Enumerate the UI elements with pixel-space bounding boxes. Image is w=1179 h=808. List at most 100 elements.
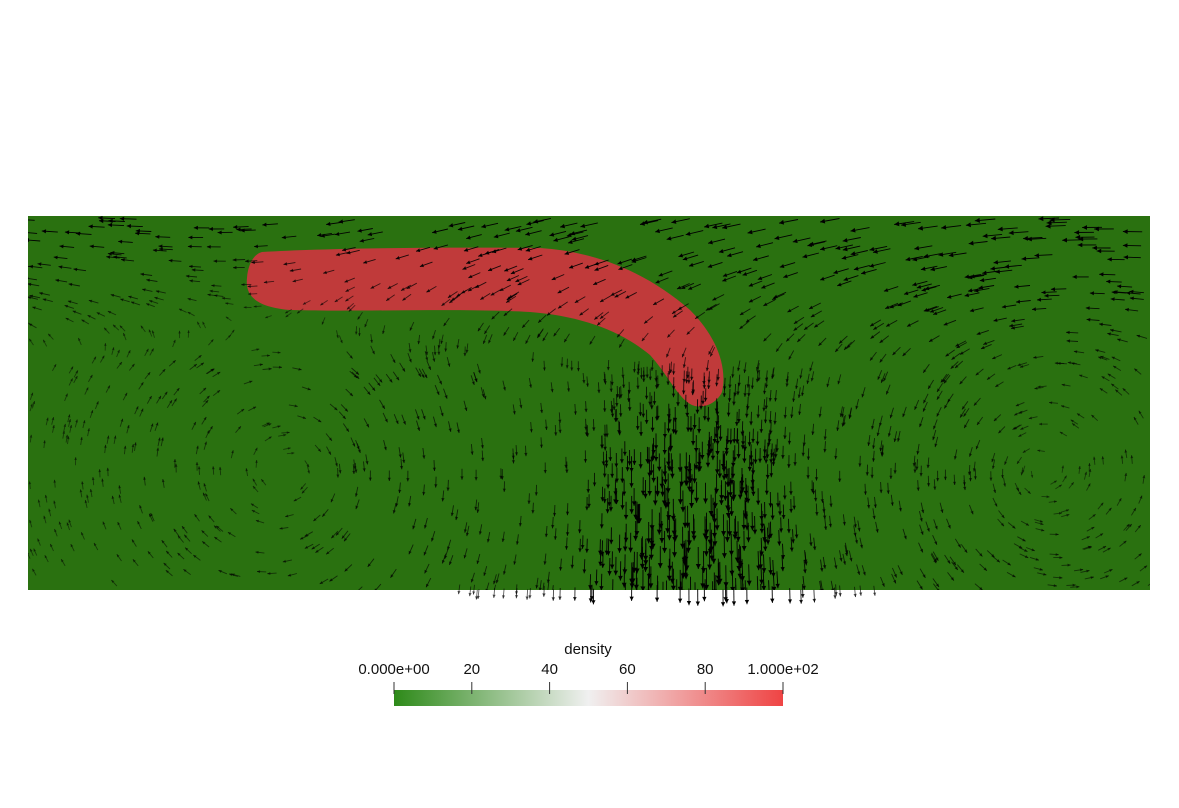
velocity-arrow-head [91, 477, 95, 481]
velocity-arrow-head [743, 369, 747, 373]
velocity-arrow-head [672, 371, 676, 375]
velocity-arrow-head [647, 491, 652, 496]
velocity-arrow-head [751, 438, 755, 443]
velocity-arrow-head [266, 354, 270, 358]
velocity-arrow-head [625, 295, 630, 299]
velocity-arrow-head [608, 457, 613, 461]
velocity-arrow-head [922, 574, 926, 578]
velocity-arrow-head [157, 437, 161, 441]
velocity-arrow-head [29, 338, 32, 342]
velocity-arrow-head [622, 569, 628, 575]
velocity-arrow-head [987, 376, 991, 380]
velocity-arrow-head [131, 363, 135, 368]
velocity-arrow-head [696, 461, 702, 467]
velocity-arrow-head [623, 537, 629, 543]
velocity-arrow-head [660, 491, 665, 497]
velocity-arrow-head [764, 405, 769, 410]
velocity-arrow-head [113, 324, 117, 328]
velocity-arrow-head [89, 489, 93, 493]
velocity-arrow-head [926, 483, 931, 487]
velocity-arrow-head [231, 450, 234, 454]
velocity-arrow-head [639, 563, 645, 569]
velocity-arrow-head [749, 462, 754, 467]
velocity-arrow-head [1004, 461, 1008, 465]
velocity-arrow-head [28, 552, 30, 555]
velocity-arrow-head [636, 385, 640, 390]
velocity-arrow-head [261, 479, 265, 483]
velocity-arrow-head [259, 363, 263, 367]
velocity-arrow-head [283, 433, 287, 437]
velocity-arrow-shaft [172, 339, 176, 348]
velocity-arrow-head [449, 299, 453, 303]
velocity-arrow-head [96, 312, 100, 316]
velocity-arrow-head [483, 395, 487, 400]
velocity-arrow-head [689, 503, 695, 508]
velocity-arrow-head [517, 246, 523, 251]
velocity-arrow-head [198, 355, 202, 359]
velocity-arrow-head [432, 358, 436, 362]
velocity-arrow-head [66, 436, 70, 440]
velocity-arrow-head [147, 372, 151, 376]
velocity-arrow-head [315, 549, 319, 553]
velocity-arrow-head [667, 334, 671, 338]
velocity-arrow-head [1098, 356, 1102, 360]
velocity-arrow-head [107, 311, 112, 314]
velocity-arrow-head [346, 306, 351, 310]
velocity-arrow-head [155, 290, 160, 294]
velocity-arrow-head [831, 588, 835, 590]
velocity-arrow-head [669, 369, 673, 373]
velocity-arrow-head [1055, 532, 1059, 536]
velocity-arrow-head [671, 386, 676, 390]
velocity-arrow-shaft [744, 580, 746, 590]
velocity-arrow-head [398, 454, 402, 458]
velocity-arrow-head [944, 404, 948, 409]
velocity-arrow-head [591, 600, 596, 605]
velocity-arrow-head [904, 291, 909, 296]
velocity-arrow-head [254, 244, 258, 249]
velocity-arrow-head [302, 416, 306, 419]
velocity-arrow-head [570, 564, 575, 569]
velocity-arrow-head [90, 410, 94, 414]
velocity-arrow-head [233, 225, 238, 230]
velocity-arrow-shaft [283, 447, 291, 450]
velocity-arrow-head [1109, 569, 1113, 572]
velocity-arrow-head [472, 591, 476, 595]
velocity-arrow-shaft [208, 339, 214, 346]
velocity-arrow-head [317, 233, 322, 237]
velocity-arrow-head [349, 392, 353, 397]
velocity-arrow-head [1138, 410, 1142, 414]
velocity-arrow-shaft [1022, 448, 1031, 453]
velocity-arrow-head [484, 330, 488, 334]
velocity-arrow-head [873, 592, 877, 596]
velocity-arrow-head [182, 526, 185, 530]
velocity-arrow-head [74, 457, 77, 460]
velocity-arrow-head [712, 589, 717, 590]
velocity-arrow-shaft [119, 325, 126, 332]
velocity-arrow-head [802, 254, 808, 259]
velocity-arrow-head [187, 244, 192, 249]
velocity-arrow-head [191, 268, 196, 272]
velocity-arrow-head [589, 341, 593, 345]
velocity-arrow-head [705, 462, 711, 468]
velocity-arrow-head [859, 544, 864, 549]
velocity-arrow-head [642, 374, 646, 379]
velocity-arrow-shaft [88, 374, 93, 383]
velocity-arrow-head [155, 422, 159, 426]
velocity-arrow-head [564, 251, 570, 255]
velocity-arrow-head [59, 244, 64, 249]
velocity-arrow-head [645, 374, 649, 378]
velocity-arrow-head [1099, 322, 1103, 327]
velocity-arrow-head [653, 301, 658, 305]
velocity-arrow-head [93, 356, 96, 360]
velocity-arrow-head [48, 333, 52, 337]
velocity-arrow-head [61, 559, 64, 563]
velocity-arrow-head [650, 427, 655, 432]
velocity-arrow-head [735, 536, 741, 542]
velocity-arrow-head [65, 393, 68, 397]
velocity-arrow-head [919, 473, 923, 477]
velocity-arrow-head [761, 284, 766, 289]
velocity-arrow-head [1111, 383, 1115, 387]
velocity-arrow-head [118, 239, 123, 244]
velocity-arrow-head [798, 411, 802, 415]
velocity-arrow-shaft [252, 485, 259, 493]
